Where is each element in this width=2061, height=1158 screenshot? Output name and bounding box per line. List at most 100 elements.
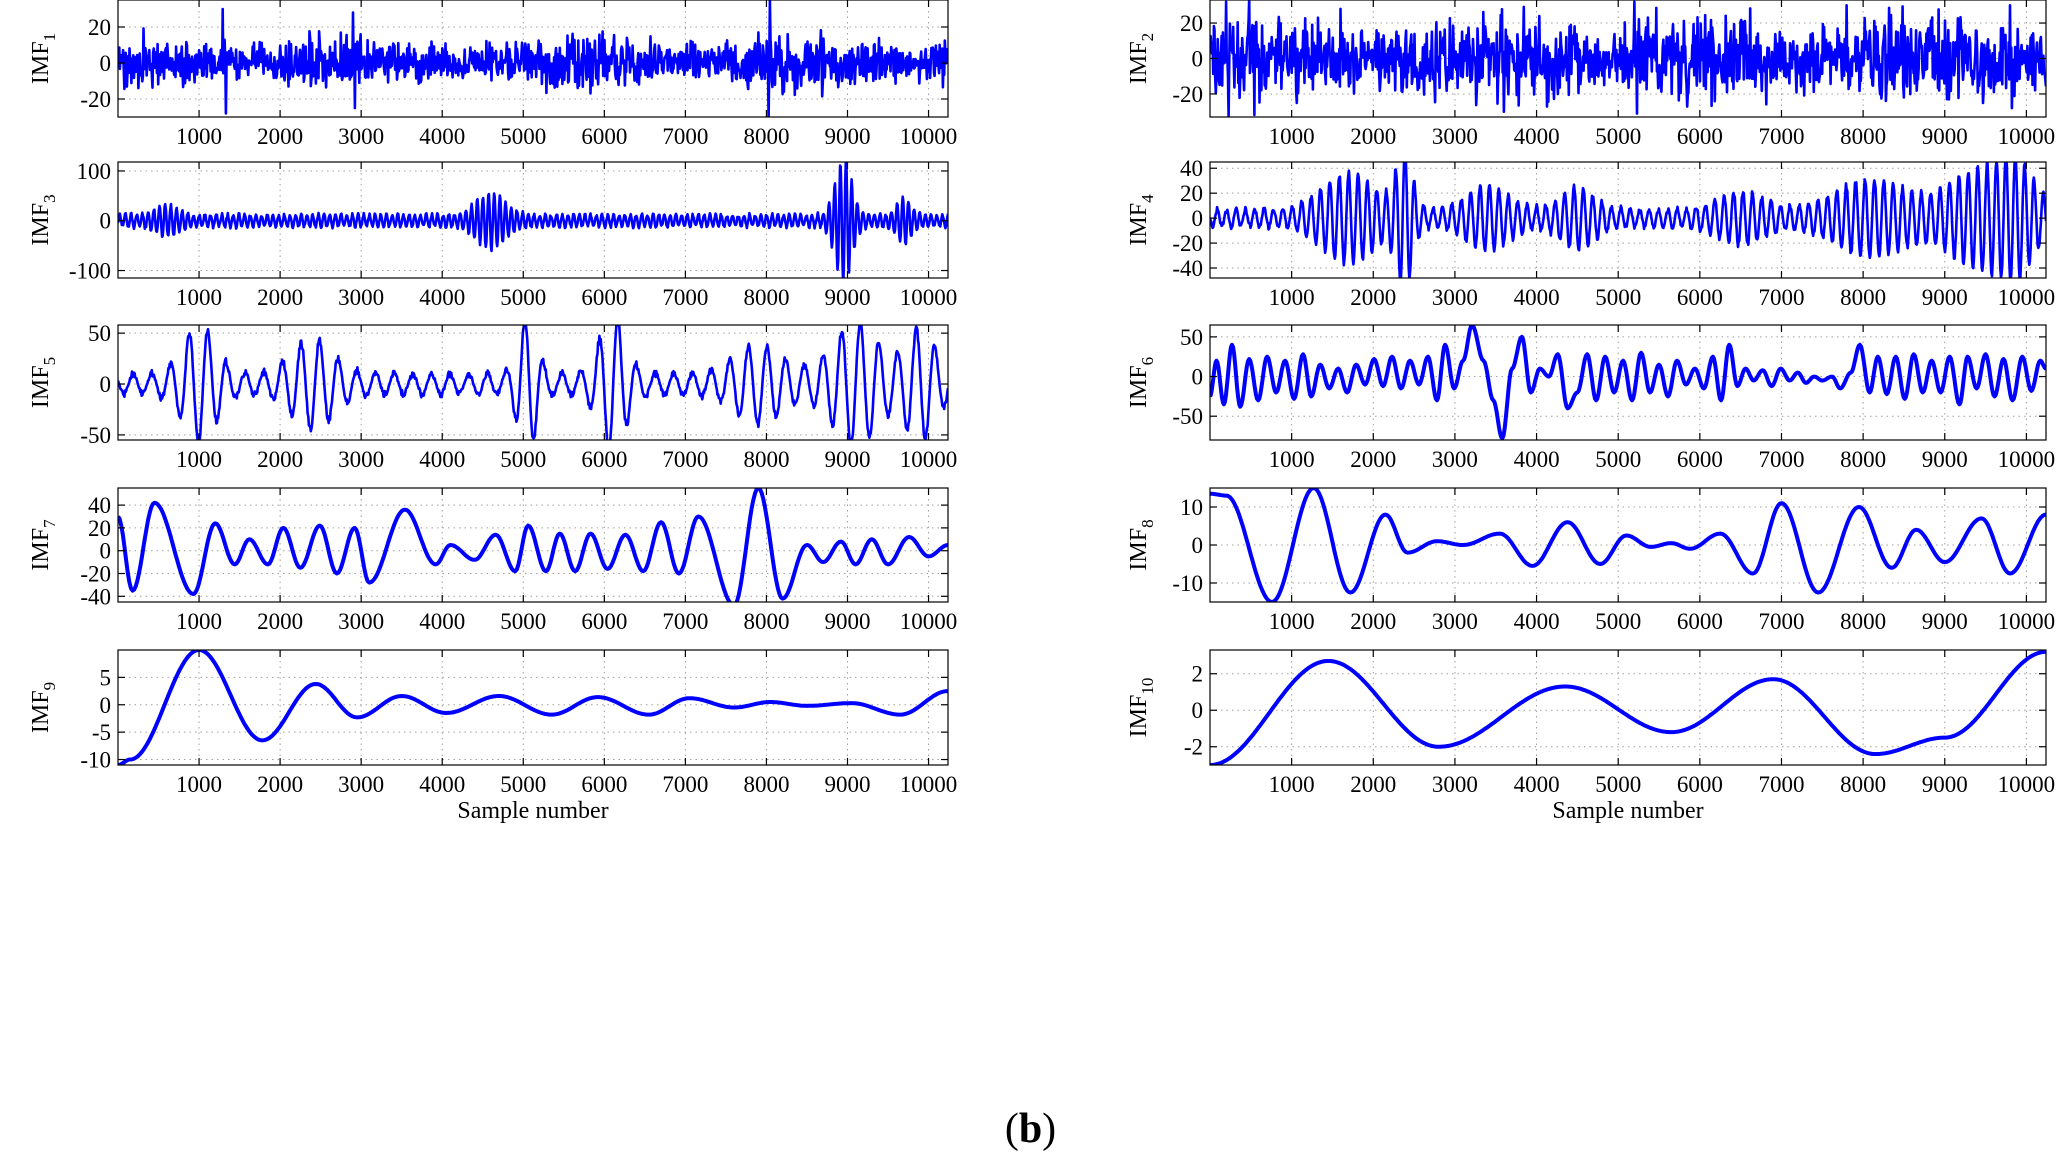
y-tick-label: 100 xyxy=(77,159,112,184)
x-tick-label: 2000 xyxy=(1350,609,1396,634)
x-tick-label: 8000 xyxy=(743,285,789,310)
x-tick-label: 9000 xyxy=(1922,124,1968,149)
x-tick-label: 8000 xyxy=(1840,447,1886,472)
x-tick-label: 7000 xyxy=(662,772,708,797)
x-tick-label: 4000 xyxy=(1514,609,1560,634)
series-line-imf5 xyxy=(118,325,948,440)
y-tick-label: 0 xyxy=(1192,47,1204,72)
y-tick-label: 0 xyxy=(100,51,112,76)
x-tick-label: 7000 xyxy=(1758,772,1804,797)
plot-frame xyxy=(1209,324,2047,441)
x-tick-label: 2000 xyxy=(1350,285,1396,310)
x-tick-label: 6000 xyxy=(581,609,627,634)
y-tick-label: -20 xyxy=(80,87,111,112)
x-tick-label: 8000 xyxy=(743,609,789,634)
y-axis-label-main: IMF xyxy=(28,203,54,246)
x-tick-label: 3000 xyxy=(1432,609,1478,634)
x-tick-label: 2000 xyxy=(257,609,303,634)
x-tick-label: 5000 xyxy=(500,285,546,310)
x-tick-label: 2000 xyxy=(1350,772,1396,797)
y-tick-label: 40 xyxy=(88,493,111,518)
x-tick-label: 6000 xyxy=(581,772,627,797)
series-line-imf8 xyxy=(1210,488,2046,602)
x-tick-label: 6000 xyxy=(1677,609,1723,634)
x-tick-label: 4000 xyxy=(419,609,465,634)
x-tick-label: 7000 xyxy=(1758,285,1804,310)
x-axis-label: Sample number xyxy=(457,798,608,824)
plot-frame xyxy=(117,487,949,603)
y-axis-label-subscript: 9 xyxy=(40,682,59,691)
x-tick-label: 5000 xyxy=(1595,772,1641,797)
series-line-imf10 xyxy=(1210,650,2046,765)
y-axis-label: IMF8 xyxy=(1126,519,1157,570)
x-tick-label: 8000 xyxy=(1840,285,1886,310)
x-tick-label: 8000 xyxy=(743,447,789,472)
y-axis-label-subscript: 2 xyxy=(1138,33,1157,42)
y-tick-label: 0 xyxy=(1192,365,1204,390)
x-tick-label: 10000 xyxy=(900,772,958,797)
panel-imf9: 1000 2000 3000 4000 5000 6000 7000 8000 9000 1000… xyxy=(28,649,958,824)
y-tick-label: 20 xyxy=(88,516,111,541)
y-axis-label-main: IMF xyxy=(1126,203,1152,246)
plot-frame xyxy=(117,161,949,279)
y-axis-label: IMF10 xyxy=(1126,678,1157,738)
panel-imf8: 1000 2000 3000 4000 5000 6000 7000 8000 9000 1000… xyxy=(1126,487,2055,634)
panel-imf7: 1000 2000 3000 4000 5000 6000 7000 8000 9000 1000… xyxy=(28,487,957,634)
y-tick-label: -40 xyxy=(80,584,111,609)
y-tick-label: 0 xyxy=(1192,206,1204,231)
x-tick-label: 7000 xyxy=(1758,447,1804,472)
y-tick-label: 20 xyxy=(1180,11,1203,36)
x-tick-label: 5000 xyxy=(1595,609,1641,634)
x-tick-label: 6000 xyxy=(581,124,627,149)
x-tick-label: 2000 xyxy=(257,124,303,149)
y-tick-label: -20 xyxy=(1172,82,1203,107)
x-tick-label: 10000 xyxy=(1998,447,2056,472)
series-line-imf6 xyxy=(1210,325,2046,440)
y-axis-label-subscript: 1 xyxy=(40,33,59,42)
y-tick-label: -20 xyxy=(1172,231,1203,256)
x-tick-label: 7000 xyxy=(1758,124,1804,149)
y-tick-label: -10 xyxy=(80,748,111,773)
x-tick-label: 10000 xyxy=(1998,124,2056,149)
y-tick-label: 50 xyxy=(1180,325,1203,350)
figure-caption: (b) xyxy=(0,1105,2061,1153)
x-tick-label: 10000 xyxy=(900,447,958,472)
y-axis-label-main: IMF xyxy=(1126,41,1152,84)
panel-imf1: 1000 2000 3000 4000 5000 6000 7000 8000 9000 1000… xyxy=(28,0,957,149)
y-tick-label: -10 xyxy=(1172,571,1203,596)
x-tick-label: 6000 xyxy=(581,285,627,310)
x-tick-label: 3000 xyxy=(1432,124,1478,149)
y-tick-label: 0 xyxy=(1192,533,1204,558)
x-tick-label: 7000 xyxy=(662,447,708,472)
x-tick-label: 4000 xyxy=(419,124,465,149)
y-tick-label: 20 xyxy=(88,15,111,40)
caption-open: ( xyxy=(1004,1106,1019,1152)
x-tick-label: 3000 xyxy=(338,124,384,149)
x-tick-label: 1000 xyxy=(1269,285,1315,310)
x-tick-label: 2000 xyxy=(1350,124,1396,149)
y-tick-label: 0 xyxy=(100,693,112,718)
x-tick-label: 6000 xyxy=(1677,447,1723,472)
y-tick-label: 20 xyxy=(1180,181,1203,206)
x-tick-label: 1000 xyxy=(1269,447,1315,472)
x-tick-label: 5000 xyxy=(1595,124,1641,149)
series-line-imf3 xyxy=(118,162,948,278)
x-tick-label: 8000 xyxy=(1840,124,1886,149)
x-tick-label: 7000 xyxy=(1758,609,1804,634)
x-tick-label: 5000 xyxy=(500,609,546,634)
x-tick-label: 6000 xyxy=(581,447,627,472)
x-tick-label: 2000 xyxy=(1350,447,1396,472)
x-tick-label: 1000 xyxy=(1269,772,1315,797)
x-tick-label: 7000 xyxy=(662,285,708,310)
plot-frame xyxy=(1209,161,2047,279)
y-tick-label: 0 xyxy=(100,209,112,234)
plot-frame xyxy=(117,324,949,441)
y-axis-label-main: IMF xyxy=(1126,528,1152,571)
x-tick-label: 9000 xyxy=(1922,447,1968,472)
y-axis-label-main: IMF xyxy=(28,528,54,571)
y-tick-label: 50 xyxy=(88,321,111,346)
x-tick-label: 4000 xyxy=(1514,285,1560,310)
panel-imf3: 1000 2000 3000 4000 5000 6000 7000 8000 9000 1000… xyxy=(28,159,957,310)
x-tick-label: 3000 xyxy=(1432,447,1478,472)
